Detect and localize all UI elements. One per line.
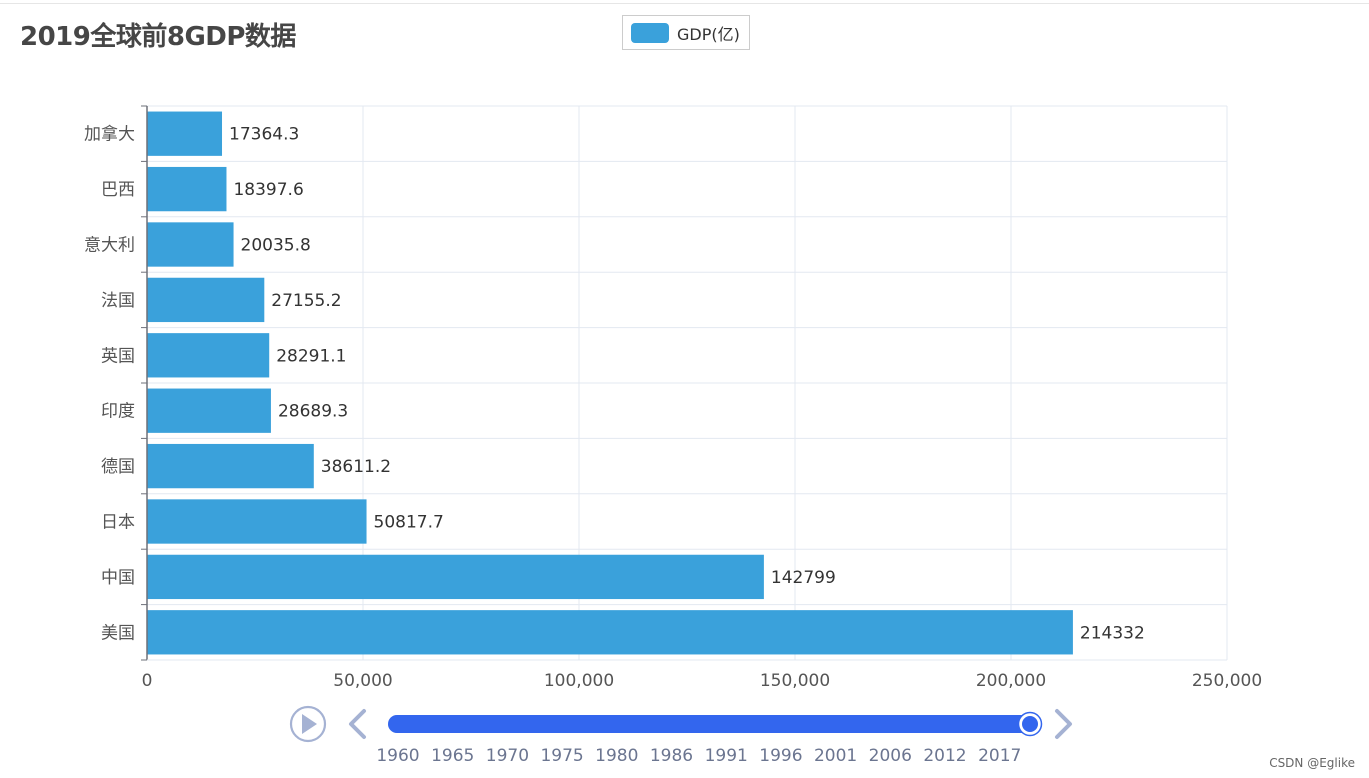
bar[interactable] <box>147 333 270 378</box>
legend-item[interactable]: GDP(亿) <box>622 15 750 50</box>
timeline-year-label[interactable]: 1965 <box>431 746 474 766</box>
y-tick-label: 中国 <box>101 568 135 588</box>
timeline-year-label[interactable]: 1970 <box>486 746 529 766</box>
x-tick-label: 50,000 <box>333 671 392 691</box>
x-tick-label: 150,000 <box>760 671 830 691</box>
y-tick-label: 日本 <box>101 513 135 533</box>
timeline-year-label[interactable]: 1960 <box>376 746 419 766</box>
bar[interactable] <box>147 554 764 600</box>
bar[interactable] <box>147 443 314 489</box>
y-tick-label: 美国 <box>101 623 135 643</box>
data-label: 50817.7 <box>374 513 444 533</box>
timeline-year-label[interactable]: 1996 <box>759 746 802 766</box>
legend-swatch <box>631 22 669 43</box>
y-tick-label: 印度 <box>101 402 135 422</box>
data-label: 17364.3 <box>229 125 299 145</box>
bar[interactable] <box>147 222 234 267</box>
x-tick-label: 0 <box>142 671 153 691</box>
play-icon-glyph <box>302 714 317 734</box>
timeline-year-label[interactable]: 2006 <box>869 746 912 766</box>
play-icon[interactable] <box>289 705 327 743</box>
data-label: 38611.2 <box>321 457 391 477</box>
timeline-year-label[interactable]: 1980 <box>595 746 638 766</box>
chevron-right-icon[interactable] <box>1055 709 1072 739</box>
timeline-handle-dot <box>1022 716 1038 732</box>
y-tick-label: 意大利 <box>84 236 135 256</box>
bar[interactable] <box>147 111 223 156</box>
timeline-year-label[interactable]: 2012 <box>923 746 966 766</box>
y-tick-label: 德国 <box>101 457 135 477</box>
chevron-left-icon[interactable] <box>349 709 366 739</box>
chart-title: 2019全球前8GDP数据 <box>20 22 296 52</box>
x-tick-label: 250,000 <box>1192 671 1262 691</box>
x-tick-label: 200,000 <box>976 671 1046 691</box>
bar[interactable] <box>147 610 1073 655</box>
y-tick-label: 加拿大 <box>84 124 135 145</box>
data-label: 27155.2 <box>271 291 341 311</box>
bar[interactable] <box>147 499 367 544</box>
timeline-year-label[interactable]: 1975 <box>540 746 583 766</box>
y-tick-label: 英国 <box>101 346 135 366</box>
data-label: 142799 <box>771 568 836 588</box>
data-label: 20035.8 <box>241 236 311 256</box>
y-tick-label: 法国 <box>101 291 135 311</box>
timeline-year-label[interactable]: 2017 <box>978 746 1021 766</box>
bar[interactable] <box>147 166 227 212</box>
timeline-year-label[interactable]: 1991 <box>705 746 748 766</box>
data-label: 28689.3 <box>278 402 348 422</box>
data-label: 28291.1 <box>276 346 346 366</box>
legend-label: GDP(亿) <box>677 24 740 44</box>
bar[interactable] <box>147 388 271 433</box>
data-label: 18397.6 <box>233 180 303 200</box>
timeline-year-label[interactable]: 2001 <box>814 746 857 766</box>
top-divider <box>0 3 1369 4</box>
y-tick-label: 巴西 <box>101 180 135 200</box>
bar[interactable] <box>147 277 265 323</box>
timeline-year-label[interactable]: 1986 <box>650 746 693 766</box>
x-tick-label: 100,000 <box>544 671 614 691</box>
watermark: CSDN @Eglike <box>1269 756 1355 770</box>
data-label: 214332 <box>1080 623 1145 643</box>
